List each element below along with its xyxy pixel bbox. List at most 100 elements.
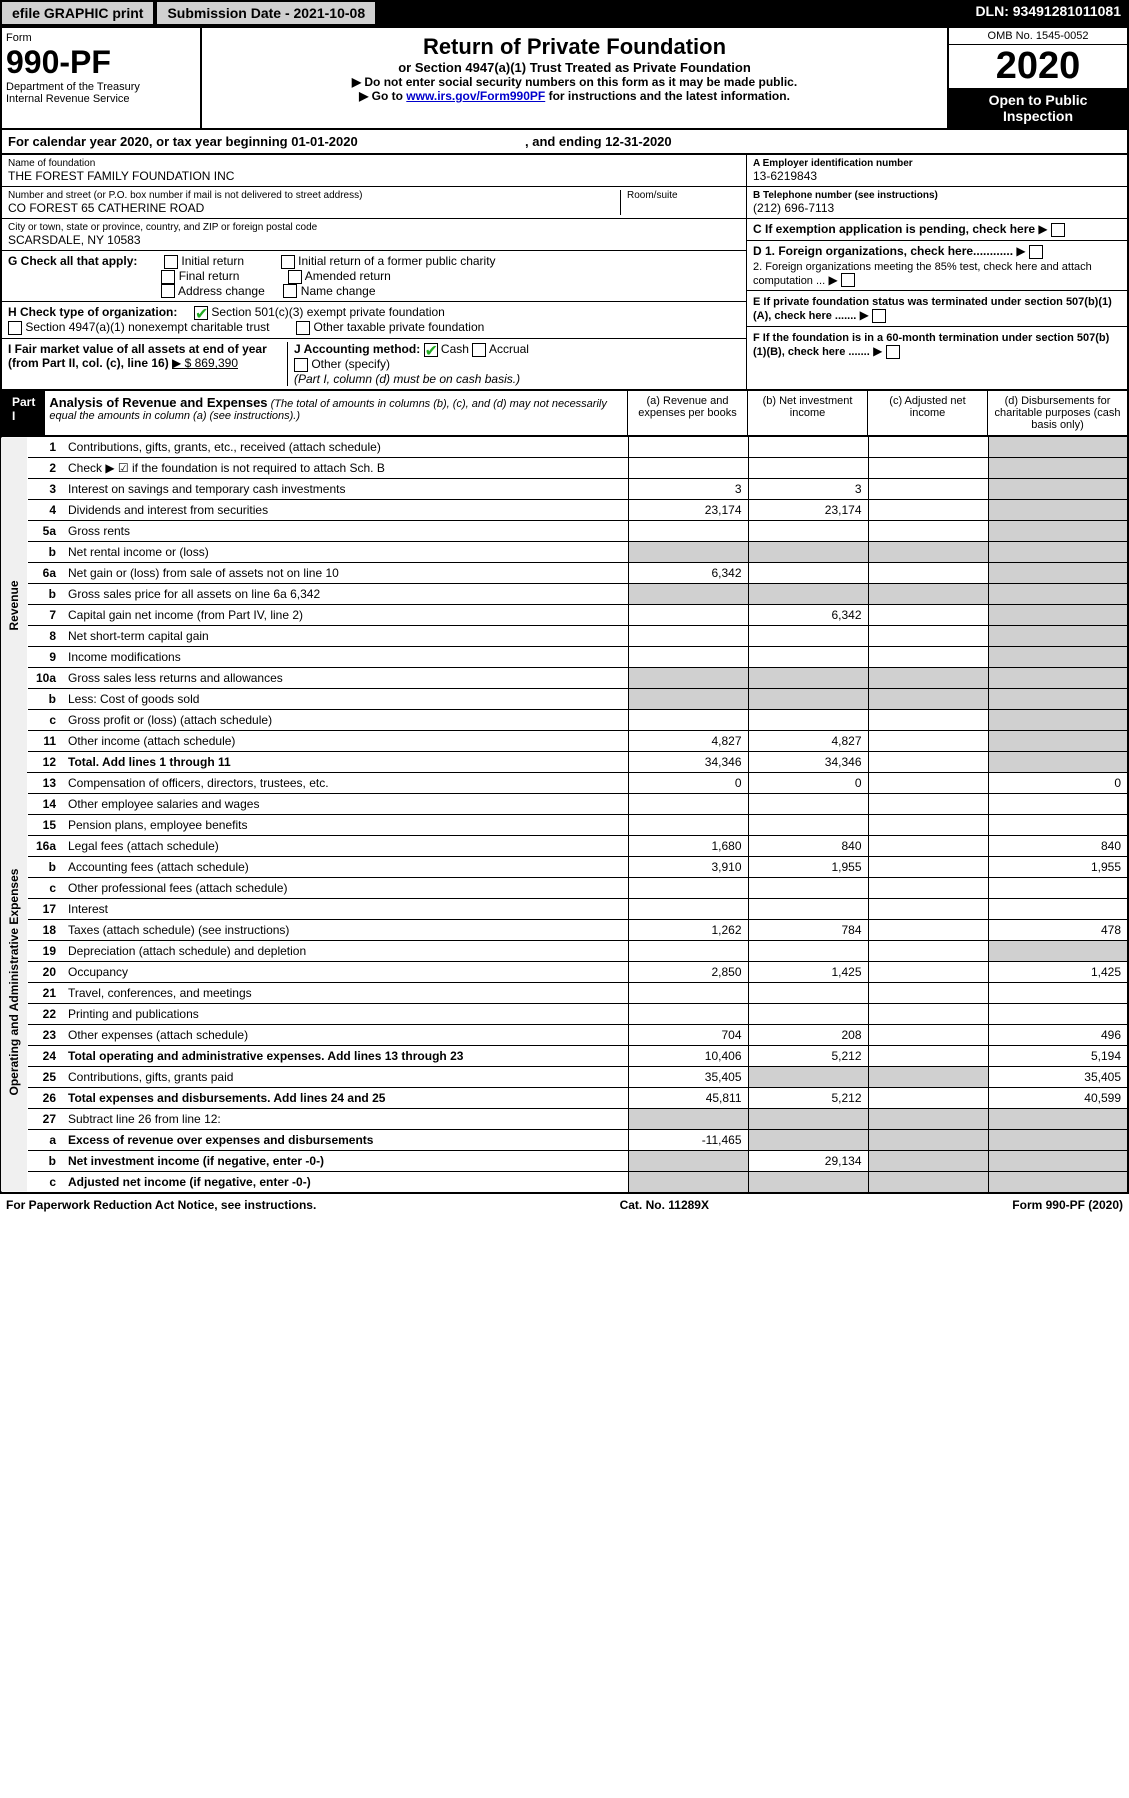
- chk-final-return[interactable]: [161, 270, 175, 284]
- line-num: c: [28, 877, 62, 898]
- line-desc: Depreciation (attach schedule) and deple…: [62, 940, 628, 961]
- line-num: b: [28, 583, 62, 604]
- foundation-name: THE FOREST FAMILY FOUNDATION INC: [8, 169, 740, 183]
- table-row: 16aLegal fees (attach schedule)1,6808408…: [1, 835, 1128, 856]
- cell: 34,346: [628, 751, 748, 772]
- chk-name-change[interactable]: [283, 284, 297, 298]
- table-row: 15Pension plans, employee benefits: [1, 814, 1128, 835]
- cell: [868, 814, 988, 835]
- table-row: cOther professional fees (attach schedul…: [1, 877, 1128, 898]
- cell: [988, 877, 1128, 898]
- line-num: 12: [28, 751, 62, 772]
- line-num: b: [28, 541, 62, 562]
- chk-accrual[interactable]: [472, 343, 486, 357]
- chk-other-taxable[interactable]: [296, 321, 310, 335]
- table-row: 18Taxes (attach schedule) (see instructi…: [1, 919, 1128, 940]
- cell: [628, 1171, 748, 1193]
- opt-amended: Amended return: [305, 269, 391, 283]
- cell: [988, 982, 1128, 1003]
- arrow-icon: ▶: [1038, 222, 1047, 236]
- cell: [988, 1150, 1128, 1171]
- arrow-icon: ▶: [829, 273, 838, 287]
- line-num: 19: [28, 940, 62, 961]
- cell: [748, 667, 868, 688]
- table-row: 26Total expenses and disbursements. Add …: [1, 1087, 1128, 1108]
- chk-e[interactable]: [872, 309, 886, 323]
- form-subtitle: or Section 4947(a)(1) Trust Treated as P…: [208, 60, 941, 75]
- chk-cash[interactable]: [424, 343, 438, 357]
- cell: [628, 457, 748, 478]
- line-desc: Travel, conferences, and meetings: [62, 982, 628, 1003]
- part1-header: Part I Analysis of Revenue and Expenses …: [0, 391, 1129, 437]
- line-num: 4: [28, 499, 62, 520]
- line-num: 6a: [28, 562, 62, 583]
- opt-other-method: Other (specify): [311, 357, 390, 371]
- chk-initial-return[interactable]: [164, 255, 178, 269]
- line-desc: Total expenses and disbursements. Add li…: [62, 1087, 628, 1108]
- cell: 5,212: [748, 1087, 868, 1108]
- line-desc: Taxes (attach schedule) (see instruction…: [62, 919, 628, 940]
- line-desc: Other income (attach schedule): [62, 730, 628, 751]
- chk-501c3[interactable]: [194, 306, 208, 320]
- line-num: 23: [28, 1024, 62, 1045]
- chk-f[interactable]: [886, 345, 900, 359]
- line-num: 11: [28, 730, 62, 751]
- chk-address-change[interactable]: [161, 284, 175, 298]
- cell: [868, 1087, 988, 1108]
- cell: [628, 877, 748, 898]
- cell: 784: [748, 919, 868, 940]
- arrow-icon: ▶: [860, 308, 869, 322]
- chk-initial-former[interactable]: [281, 255, 295, 269]
- cell: [868, 730, 988, 751]
- footer-mid: Cat. No. 11289X: [620, 1198, 709, 1212]
- line-desc: Gross profit or (loss) (attach schedule): [62, 709, 628, 730]
- irs-link[interactable]: www.irs.gov/Form990PF: [406, 89, 545, 103]
- cell: [748, 793, 868, 814]
- chk-d1[interactable]: [1029, 245, 1043, 259]
- chk-amended[interactable]: [288, 270, 302, 284]
- opt-4947: Section 4947(a)(1) nonexempt charitable …: [25, 320, 269, 334]
- cell: [868, 520, 988, 541]
- line-num: 20: [28, 961, 62, 982]
- chk-4947[interactable]: [8, 321, 22, 335]
- cell: [628, 940, 748, 961]
- chk-other-method[interactable]: [294, 358, 308, 372]
- cell: [628, 667, 748, 688]
- opt-initial: Initial return: [181, 254, 244, 268]
- form-label: Form: [6, 32, 196, 44]
- chk-d2[interactable]: [841, 273, 855, 287]
- cell: [748, 688, 868, 709]
- table-row: bGross sales price for all assets on lin…: [1, 583, 1128, 604]
- c-label: C If exemption application is pending, c…: [753, 222, 1035, 236]
- cell: [868, 1003, 988, 1024]
- cell: [748, 940, 868, 961]
- chk-c[interactable]: [1051, 223, 1065, 237]
- cell: 23,174: [748, 499, 868, 520]
- city-value: SCARSDALE, NY 10583: [8, 233, 740, 247]
- cell: [748, 437, 868, 458]
- cell: [628, 604, 748, 625]
- cell: [628, 520, 748, 541]
- cell: 1,425: [748, 961, 868, 982]
- table-row: 8Net short-term capital gain: [1, 625, 1128, 646]
- ein-value: 13-6219843: [753, 169, 1121, 183]
- cell: [868, 793, 988, 814]
- footer: For Paperwork Reduction Act Notice, see …: [0, 1194, 1129, 1216]
- cell: [628, 1003, 748, 1024]
- line-num: 24: [28, 1045, 62, 1066]
- cell: [988, 520, 1128, 541]
- efile-button[interactable]: efile GRAPHIC print: [0, 0, 155, 26]
- cell: 1,680: [628, 835, 748, 856]
- line-desc: Excess of revenue over expenses and disb…: [62, 1129, 628, 1150]
- table-row: Revenue1Contributions, gifts, grants, et…: [1, 437, 1128, 458]
- col-b-header: (b) Net investment income: [747, 391, 867, 435]
- cell: [988, 646, 1128, 667]
- check-h: H Check type of organization: Section 50…: [2, 302, 746, 339]
- opt-initial-former: Initial return of a former public charit…: [298, 254, 495, 268]
- cell: 5,212: [748, 1045, 868, 1066]
- year-begin: For calendar year 2020, or tax year begi…: [8, 134, 358, 149]
- tax-year: 2020: [949, 45, 1127, 88]
- cell: 478: [988, 919, 1128, 940]
- cell: [988, 814, 1128, 835]
- cell: [748, 1003, 868, 1024]
